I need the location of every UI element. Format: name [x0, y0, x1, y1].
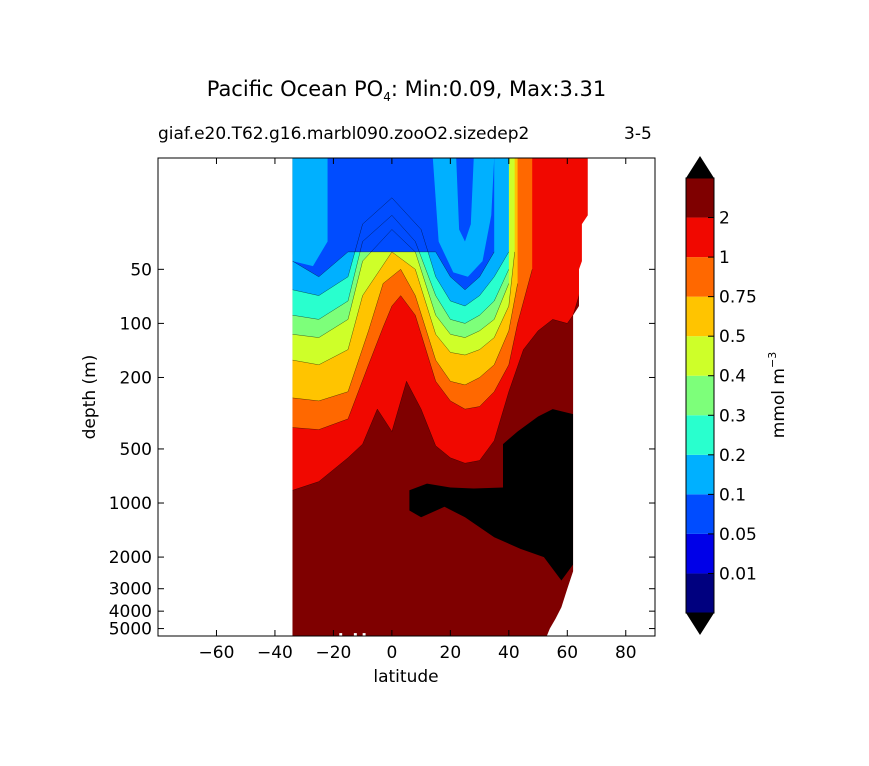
colorbar-segment	[686, 573, 714, 613]
y-tick-label: 4000	[109, 602, 152, 622]
x-axis-label: latitude	[373, 667, 438, 687]
x-tick-label: −20	[315, 643, 351, 663]
colorbar-tick-label: 1	[719, 248, 730, 268]
colorbar-tick-label: 0.2	[719, 446, 746, 466]
y-tick-label: 5000	[109, 620, 152, 640]
seafloor-gap-1	[353, 633, 357, 636]
contour-line-2	[292, 215, 589, 491]
colorbar-segment	[686, 296, 714, 337]
colorbar-segment	[686, 494, 714, 534]
plot-frame	[157, 157, 656, 637]
surface-min-north	[456, 158, 474, 242]
colorbar-tick-label: 0.1	[719, 485, 746, 505]
contour-line-0.3	[292, 214, 510, 324]
colorbar-frame	[685, 177, 715, 614]
contour-line-0.75	[292, 268, 518, 402]
colorbar-segment	[686, 533, 714, 574]
contour-fills	[292, 158, 588, 636]
colorbar-segment	[686, 217, 714, 258]
x-tick-label: 40	[498, 643, 520, 663]
season-label: 3-5	[624, 124, 652, 144]
y-tick-label: 500	[120, 440, 152, 460]
colorbar: 0.01 0.05 0.1 0.2 0.3 0.4 0.5 0.75 1 2	[685, 156, 757, 635]
ocean-edge-mask	[546, 158, 655, 636]
colorbar-segment	[686, 454, 714, 495]
y-tick-label: 1000	[109, 494, 152, 514]
y-axis-label: depth (m)	[80, 355, 100, 440]
y-tick-label: 200	[120, 368, 152, 388]
seafloor-gap-0	[339, 633, 343, 636]
chart-title: Pacific Ocean PO4: Min:0.09, Max:3.31	[206, 77, 607, 105]
colorbar-tick-label: 0.3	[719, 406, 746, 426]
x-tick-label: −60	[199, 643, 235, 663]
colorbar-tick-label: 0.01	[719, 564, 757, 584]
colorbar-tick-label: 2	[719, 209, 730, 229]
colorbar-segment	[686, 375, 714, 416]
x-tick-label: 20	[440, 643, 462, 663]
contour-line-0.4	[292, 229, 510, 338]
colorbar-segment	[686, 178, 714, 218]
contour-line-0.5	[292, 251, 515, 366]
x-axis: −60 −40 −20 0 20 40 60 80	[199, 158, 637, 663]
y-tick-label: 100	[120, 314, 152, 334]
colorbar-segment	[686, 415, 714, 455]
contour-line-0.1	[292, 251, 495, 291]
run-name: giaf.e20.T62.g16.marbl090.zooO2.sizedep2	[158, 124, 530, 144]
missing-data-region	[409, 409, 574, 581]
contour-lines	[292, 197, 589, 491]
colorbar-segment	[686, 257, 714, 297]
x-tick-label: 0	[386, 643, 397, 663]
colorbar-extend-min	[686, 613, 714, 635]
colorbar-tick-label: 0.5	[719, 327, 746, 347]
colorbar-tick-label: 0.4	[719, 367, 746, 387]
x-tick-label: 60	[556, 643, 578, 663]
y-tick-label: 50	[130, 260, 152, 280]
surface-lens-south	[292, 158, 328, 267]
colorbar-label: mmol m−3	[766, 352, 789, 438]
x-tick-label: −40	[257, 643, 293, 663]
colorbar-segment	[686, 336, 714, 376]
contour-line-1	[292, 269, 533, 430]
land-mask	[339, 158, 655, 636]
colorbar-extend-max	[686, 156, 714, 178]
contour-line-0.2	[292, 197, 510, 307]
y-tick-label: 3000	[109, 580, 152, 600]
colorbar-tick-label: 0.75	[719, 288, 757, 308]
y-tick-label: 2000	[109, 548, 152, 568]
x-tick-label: 80	[615, 643, 637, 663]
colorbar-tick-label: 0.05	[719, 525, 757, 545]
seafloor-gap-2	[362, 633, 366, 636]
